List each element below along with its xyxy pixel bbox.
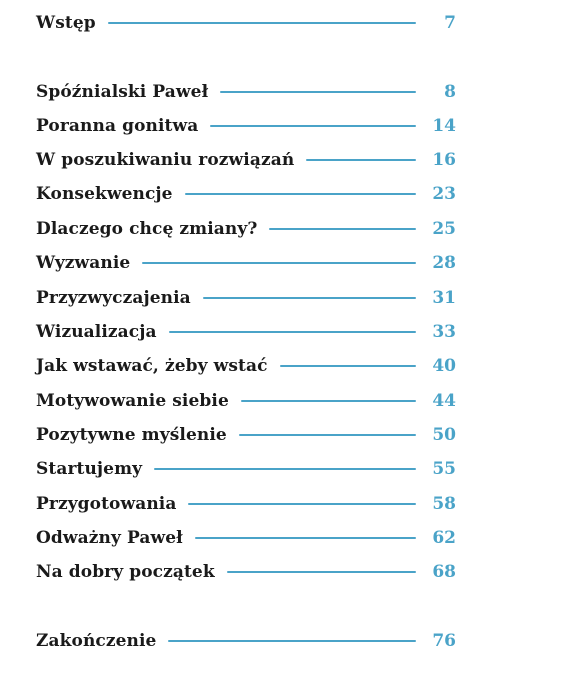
toc-entry-page: 55 [432,459,456,479]
toc-entry: Poranna gonitwa 14 [36,115,456,137]
toc-entry-title: Spóźnialski Paweł [36,82,209,102]
toc-entry: Spóźnialski Paweł 8 [36,81,456,103]
toc-entry: Startujemy 55 [36,458,456,480]
toc-entry-page: 7 [444,13,456,33]
toc-entry-title: Wizualizacja [36,322,157,342]
toc-entry: Zakończenie 76 [36,630,456,652]
toc-leader-line [188,503,416,505]
toc-entry-title: Jak wstawać, żeby wstać [36,356,268,376]
toc-entry-title: Wyzwanie [36,253,131,273]
toc-entry-title: Poranna gonitwa [36,116,199,136]
toc-entry-page: 58 [432,494,456,514]
toc-entry-title: Wstęp [36,13,96,33]
toc-entry-title: Odważny Paweł [36,528,183,548]
toc-entry-title: Konsekwencje [36,184,173,204]
toc-entry-page: 28 [432,253,456,273]
toc-leader-line [168,331,416,333]
toc-entry-page: 23 [432,184,456,204]
toc-entry: Przyzwyczajenia 31 [36,287,456,309]
toc-entry-page: 33 [432,322,456,342]
toc-entry: Motywowanie siebie 44 [36,390,456,412]
toc-entry: Wstęp 7 [36,12,456,34]
toc-leader-line [202,297,416,299]
toc-entry-title: Przygotowania [36,494,177,514]
toc-leader-line [154,468,416,470]
toc-leader-line [107,22,416,24]
toc-entry: Dlaczego chcę zmiany? 25 [36,218,456,240]
toc-entry-title: Dlaczego chcę zmiany? [36,219,258,239]
toc-entry: Pozytywne myślenie 50 [36,424,456,446]
toc-leader-line [226,571,416,573]
toc-leader-line [220,91,416,93]
toc-entry: Odważny Paweł 62 [36,527,456,549]
toc-entry-page: 14 [432,116,456,136]
toc-leader-line [184,193,416,195]
toc-leader-line [240,400,416,402]
toc-entry: Przygotowania 58 [36,493,456,515]
toc-entry: Konsekwencje 23 [36,183,456,205]
toc-entry-page: 8 [444,82,456,102]
toc-entry-page: 31 [432,288,456,308]
toc-leader-line [168,640,416,642]
toc-entry-page: 44 [432,391,456,411]
toc-entry: Na dobry początek 68 [36,561,456,583]
toc-entry: Wizualizacja 33 [36,321,456,343]
toc-entry: W poszukiwaniu rozwiązań 16 [36,149,456,171]
toc-leader-line [279,365,416,367]
toc-entry-title: Zakończenie [36,631,157,651]
toc-entry-title: Pozytywne myślenie [36,425,227,445]
toc-entry: Wyzwanie 28 [36,252,456,274]
toc-entry-title: Przyzwyczajenia [36,288,191,308]
toc-leader-line [238,434,416,436]
toc-leader-line [210,125,416,127]
toc-entry-title: Motywowanie siebie [36,391,229,411]
toc-entry-title: W poszukiwaniu rozwiązań [36,150,295,170]
toc-entry-page: 62 [432,528,456,548]
toc-entry-page: 40 [432,356,456,376]
toc-entry-title: Startujemy [36,459,143,479]
toc-leader-line [306,159,416,161]
toc-entry-page: 25 [432,219,456,239]
toc-leader-line [142,262,416,264]
toc-entry-title: Na dobry początek [36,562,215,582]
toc-leader-line [194,537,416,539]
toc-entry-page: 50 [432,425,456,445]
toc-entry-page: 16 [432,150,456,170]
toc-entry: Jak wstawać, żeby wstać 40 [36,355,456,377]
toc-entry-page: 76 [432,631,456,651]
toc-entry-page: 68 [432,562,456,582]
toc-leader-line [269,228,416,230]
